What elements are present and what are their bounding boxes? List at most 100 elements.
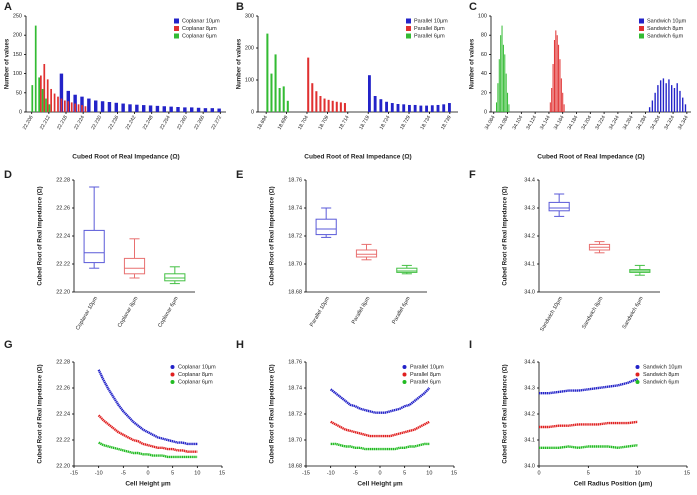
y-tick-label: 150: [13, 52, 22, 58]
y-axis-label: Cubed Root of Real Impedance (Ω): [503, 364, 509, 463]
bar: [679, 90, 681, 112]
bar: [442, 104, 446, 112]
bar: [504, 54, 506, 112]
box: [164, 273, 186, 282]
legend-marker: [639, 18, 644, 24]
y-tick-label: 22.22: [56, 261, 70, 267]
panel-label: I: [469, 339, 472, 351]
legend-marker: [639, 26, 644, 31]
bar: [331, 100, 334, 112]
y-tick-label: 18.70: [288, 261, 302, 267]
legend-label: Parallel 6µm: [410, 379, 441, 385]
y-tick-label: 100: [13, 71, 22, 77]
legend-label: Parallel 10µm: [410, 364, 444, 370]
bar: [315, 91, 318, 112]
x-tick-label: 34.064: [484, 114, 497, 130]
x-tick-label: 18.724: [379, 114, 392, 130]
x-tick-label: 10: [426, 470, 432, 476]
bar: [278, 88, 281, 112]
x-tick-label: -10: [95, 470, 103, 476]
x-tick-label: -15: [302, 470, 310, 476]
x-tick-label: 34.344: [677, 114, 690, 130]
x-tick-label: 34.164: [553, 114, 566, 130]
series-line: [539, 420, 638, 429]
bar: [659, 80, 662, 112]
bar: [169, 106, 173, 112]
bar: [60, 98, 63, 112]
x-tick-label: 34.224: [594, 114, 607, 130]
series-line: [539, 444, 638, 450]
y-tick-label: 100: [478, 13, 487, 19]
y-tick-label: 22.26: [56, 385, 70, 391]
x-tick-label: 34.304: [649, 114, 662, 130]
bar: [651, 100, 654, 112]
y-tick-label: 250: [13, 13, 22, 19]
box: [355, 249, 378, 258]
x-tick-label: 34.104: [511, 114, 524, 130]
x-tick-label: 22.224: [73, 114, 86, 130]
y-tick-label: 18.76: [288, 359, 302, 365]
y-axis-label: Number of values: [5, 38, 11, 89]
y-tick-label: 22.22: [56, 437, 70, 443]
y-axis-label: Cubed Root of Real Impedance (Ω): [270, 186, 276, 285]
bar: [501, 25, 503, 113]
bar: [53, 93, 56, 112]
box: [548, 201, 570, 212]
bar: [73, 94, 77, 112]
category-label: Parallel 10µm: [309, 295, 331, 328]
legend-label: Coplanar 8µm: [178, 372, 213, 378]
bar: [505, 73, 507, 112]
x-tick-label: 18.739: [440, 114, 453, 130]
bar: [100, 101, 105, 112]
bar: [385, 101, 388, 112]
y-tick-label: 22.28: [56, 359, 70, 365]
panel-label: E: [236, 169, 243, 181]
x-tick-label: 18.709: [317, 114, 330, 130]
bar: [657, 85, 659, 112]
bar: [408, 104, 411, 112]
bar: [128, 104, 132, 112]
legend-label: Coplanar 6µm: [182, 33, 217, 39]
box: [396, 267, 418, 273]
bar: [266, 33, 269, 112]
y-tick-label: 34.2: [524, 411, 535, 417]
x-tick-label: 18.704: [297, 114, 310, 130]
legend-label: Coplanar 10µm: [182, 18, 220, 24]
bar: [559, 59, 561, 112]
bar: [551, 88, 553, 112]
bar: [662, 78, 665, 112]
bar: [38, 77, 40, 112]
legend-marker: [174, 26, 179, 31]
series-line: [330, 420, 430, 438]
x-tick-label: 34.264: [622, 114, 635, 130]
series-line: [98, 441, 198, 459]
bar: [190, 107, 194, 112]
y-tick-label: 34.3: [524, 205, 535, 211]
series-line: [97, 414, 198, 453]
bar: [87, 98, 91, 112]
x-tick-label: 34.284: [636, 114, 649, 130]
bar: [286, 100, 289, 112]
bar: [562, 92, 564, 112]
bar: [67, 101, 70, 112]
y-tick-label: 18.74: [288, 385, 302, 391]
bar: [496, 102, 498, 112]
y-tick-label: 18.68: [288, 463, 302, 469]
bar: [436, 104, 440, 112]
legend-marker: [170, 365, 175, 369]
bar: [176, 107, 180, 112]
x-tick-label: 0: [378, 470, 381, 476]
x-tick-label: 18.734: [419, 114, 432, 130]
y-tick-label: 34.0: [524, 463, 535, 469]
legend-marker: [174, 33, 179, 39]
bar: [654, 92, 656, 112]
x-tick-label: 22.266: [193, 114, 206, 130]
x-tick-label: 10: [194, 470, 200, 476]
panel-label: H: [236, 339, 244, 351]
legend-label: Parallel 8µm: [414, 26, 445, 32]
bar: [396, 104, 400, 112]
legend-marker: [170, 380, 175, 384]
x-tick-label: -10: [327, 470, 335, 476]
x-tick-label: 34.204: [580, 114, 593, 130]
category-label: Sandwich 8µm: [581, 295, 604, 330]
